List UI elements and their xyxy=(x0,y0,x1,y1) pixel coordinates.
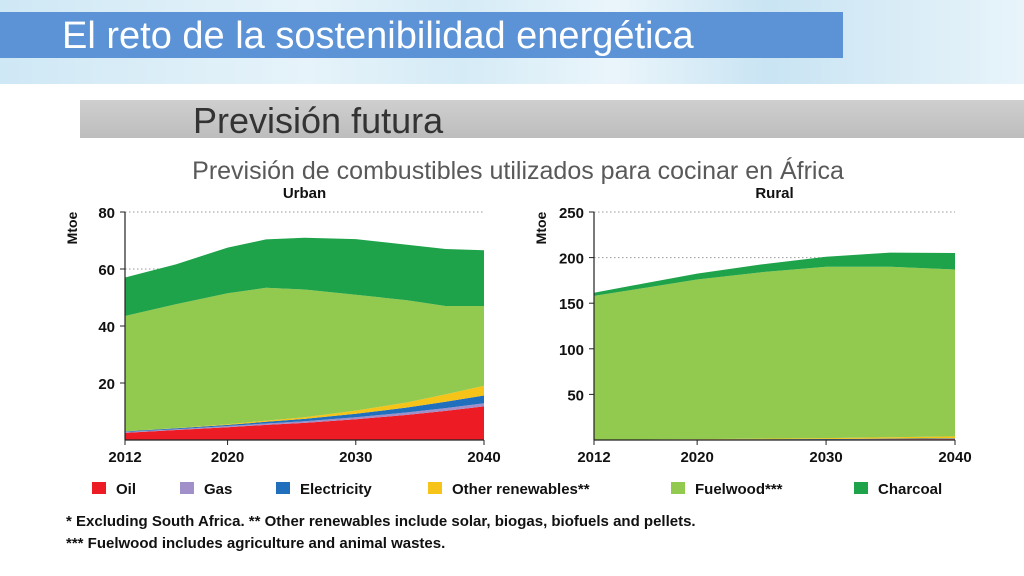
legend-label: Other renewables** xyxy=(452,481,590,498)
area-gas xyxy=(594,438,955,440)
x-tick-label: 2012 xyxy=(577,449,610,466)
x-tick-label: 2040 xyxy=(938,449,971,466)
legend-label: Gas xyxy=(204,481,232,498)
area-other-renewables xyxy=(594,436,955,440)
chart-caption: Previsión de combustibles utilizados par… xyxy=(192,157,844,185)
area-fuelwood xyxy=(594,266,955,440)
chart-rural: Rural 50 100 150 200 250 2012 2020 2030 2040 Mtoe xyxy=(533,185,972,466)
footnote-2: *** Fuelwood includes agriculture and an… xyxy=(66,535,446,552)
y-tick-label: 100 xyxy=(559,342,584,359)
legend-label: Oil xyxy=(116,481,136,498)
area-fuelwood xyxy=(125,287,484,432)
area-charcoal xyxy=(125,237,484,316)
legend: Oil Gas Electricity Other renewables** Fuelw… xyxy=(92,481,942,498)
y-tick-label: 250 xyxy=(559,205,584,222)
y-tick-label: 60 xyxy=(98,262,115,279)
subtitle-bar xyxy=(80,100,1024,138)
x-tick-label: 2012 xyxy=(108,449,141,466)
legend-swatch xyxy=(671,482,685,494)
legend-swatch xyxy=(428,482,442,494)
area-oil xyxy=(125,406,484,440)
x-tick-label: 2030 xyxy=(809,449,842,466)
x-tick-label: 2030 xyxy=(339,449,372,466)
legend-label: Electricity xyxy=(300,481,372,498)
footnote-1: * Excluding South Africa. ** Other renew… xyxy=(66,513,696,530)
y-axis-label: Mtoe xyxy=(64,211,80,244)
area-charcoal xyxy=(594,252,955,296)
y-tick-label: 50 xyxy=(567,387,584,404)
legend-item-charcoal: Charcoal xyxy=(854,481,942,498)
legend-swatch xyxy=(92,482,106,494)
y-tick-label: 150 xyxy=(559,296,584,313)
y-axis-label: Mtoe xyxy=(533,211,549,244)
slide-title: El reto de la sostenibilidad energética xyxy=(62,15,694,57)
x-tick-label: 2040 xyxy=(467,449,500,466)
y-tick-label: 200 xyxy=(559,251,584,268)
title-bar xyxy=(0,12,843,58)
legend-item-oil: Oil xyxy=(92,481,136,498)
legend-item-fuelwood: Fuelwood*** xyxy=(671,481,783,498)
y-tick-label: 80 xyxy=(98,205,115,222)
legend-swatch xyxy=(854,482,868,494)
legend-item-electricity: Electricity xyxy=(276,481,372,498)
slide-subtitle: Previsión futura xyxy=(193,100,444,141)
x-tick-label: 2020 xyxy=(680,449,713,466)
y-tick-label: 40 xyxy=(98,319,115,336)
y-tick-label: 20 xyxy=(98,376,115,393)
legend-swatch xyxy=(276,482,290,494)
chart-title: Urban xyxy=(283,185,326,202)
legend-item-other-renewables: Other renewables** xyxy=(428,481,590,498)
legend-item-gas: Gas xyxy=(180,481,232,498)
chart-title: Rural xyxy=(755,185,793,202)
legend-label: Charcoal xyxy=(878,481,942,498)
x-tick-label: 2020 xyxy=(211,449,244,466)
legend-swatch xyxy=(180,482,194,494)
legend-label: Fuelwood*** xyxy=(695,481,783,498)
